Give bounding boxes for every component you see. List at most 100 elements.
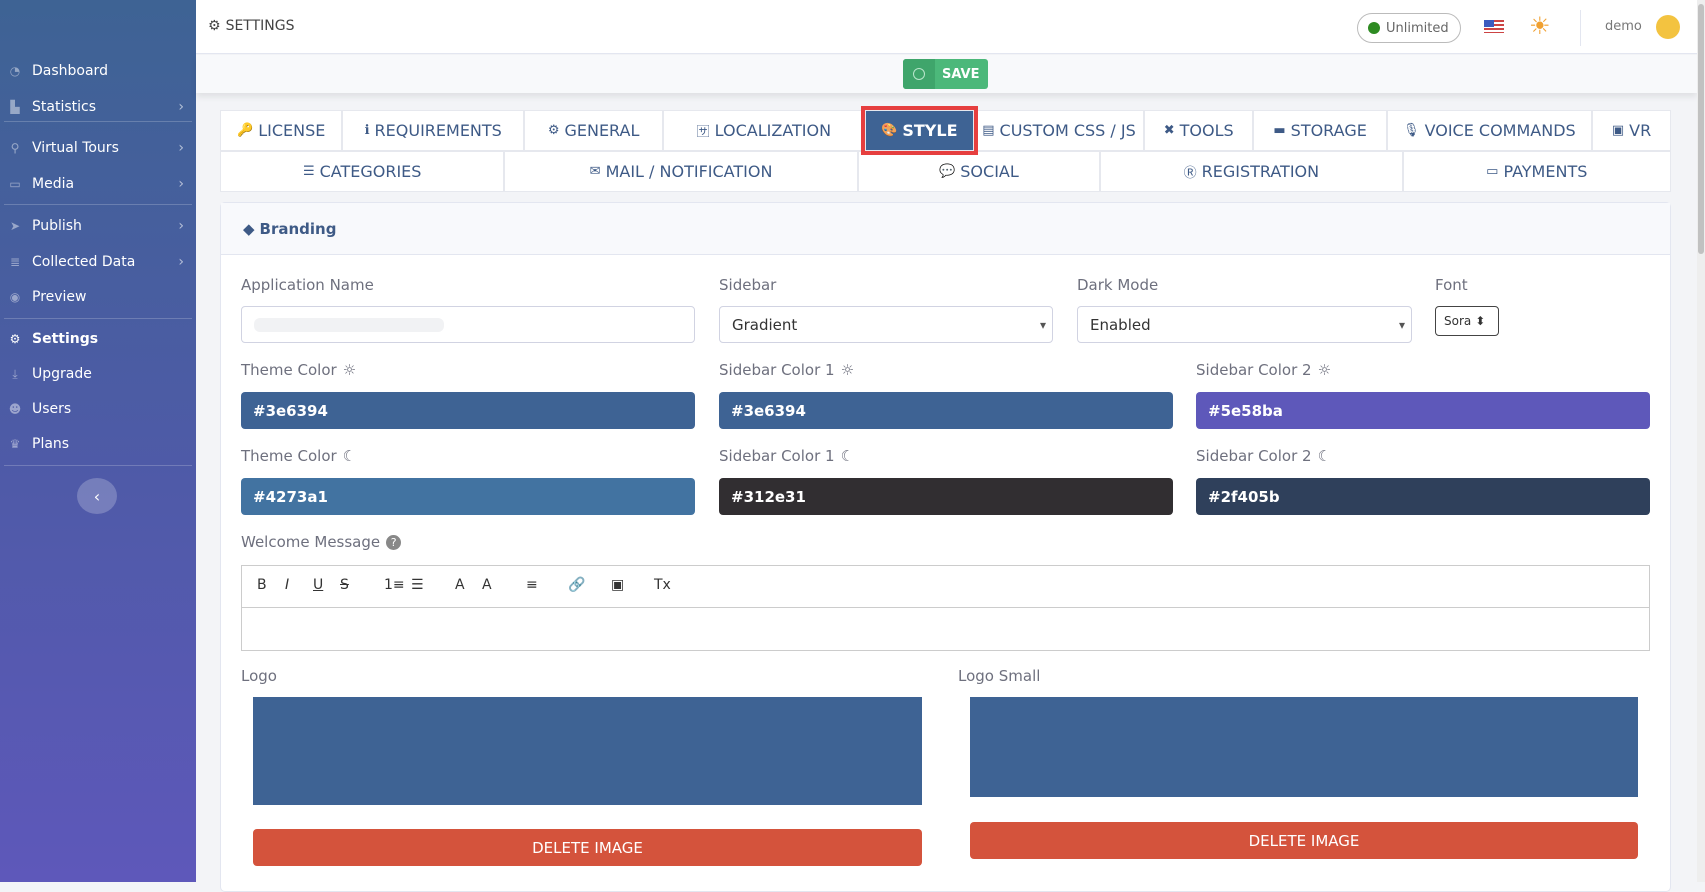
divider [1580,10,1581,46]
tab-payments[interactable]: ▭ PAYMENTS [1402,151,1671,192]
color-label: Sidebar Color 2 ☾ [1196,447,1332,465]
moon-icon: ☾ [840,447,855,465]
clear-format-icon[interactable]: Tx [654,577,671,593]
sun-icon: ☼ [1317,361,1332,379]
eye-icon: ◉ [9,290,21,304]
users-icon: ☻ [8,402,22,416]
sidebar-item-publish[interactable]: ➤ Publish › [0,211,196,241]
text-color-icon[interactable]: A [455,577,465,593]
welcome-editor[interactable] [241,565,1650,651]
sort-icon: ⬍ [1475,314,1486,328]
cogs-icon: ⚙ [9,332,21,346]
color-label: Sidebar Color 1 ☾ [719,447,855,465]
delete-logo-small-button[interactable]: DELETE IMAGE [970,822,1638,859]
tab-icon: 🔑 [237,123,254,138]
sidebar-select[interactable]: Gradient [719,306,1053,343]
tab-style[interactable]: 🎨 STYLE [860,106,979,155]
moon-icon: ☾ [1317,447,1332,465]
tab-custom-css-js[interactable]: ▤ CUSTOM CSS / JS [974,110,1144,151]
tab-social[interactable]: 💬 SOCIAL [857,151,1101,192]
sun-icon[interactable]: ☀ [1529,12,1551,40]
tab-localization[interactable]: 🈂 LOCALIZATION [663,110,865,151]
tab-license[interactable]: 🔑 LICENSE [220,110,343,151]
color-picker-input[interactable]: #5e58ba [1196,392,1650,429]
dashboard-icon: ◔ [9,64,21,78]
image-icon[interactable]: ▣ [611,577,625,593]
align-icon[interactable]: ≡ [526,577,538,593]
toggle-icon [903,59,935,89]
sidebar-item-label: Preview [32,289,87,305]
tab-icon: ▭ [1486,164,1499,179]
underline-icon[interactable]: U [313,577,324,593]
tab-general[interactable]: ⚙ GENERAL [524,110,664,151]
delete-logo-button[interactable]: DELETE IMAGE [253,829,922,866]
sidebar-item-users[interactable]: ☻ Users [0,394,196,424]
strikethrough-icon[interactable]: S [340,577,349,593]
chevron-right-icon: › [178,176,184,192]
tab-vr[interactable]: ▣ VR [1592,110,1671,151]
sun-icon: ☼ [342,361,357,379]
chevron-right-icon: › [178,254,184,270]
color-picker-input[interactable]: #4273a1 [241,478,695,515]
sidebar-item-virtual-tours[interactable]: ⚲ Virtual Tours › [0,133,196,163]
tab-mail-notification[interactable]: ✉ MAIL / NOTIFICATION [504,151,858,192]
chevron-right-icon: › [178,140,184,156]
link-icon[interactable]: 🔗 [568,577,586,593]
app-name-input[interactable] [241,306,695,343]
sidebar-label: Sidebar [719,276,777,294]
app-name-label: Application Name [241,276,374,294]
save-button[interactable]: SAVE [903,59,988,89]
sidebar-item-settings[interactable]: ⚙ Settings [0,324,196,354]
sidebar-item-preview[interactable]: ◉ Preview [0,282,196,312]
tab-requirements[interactable]: ℹ REQUIREMENTS [342,110,525,151]
username[interactable]: demo [1605,19,1642,34]
tab-registration[interactable]: Ⓡ REGISTRATION [1100,151,1403,192]
top-header: ⚙ SETTINGS Unlimited ☀ demo [196,0,1697,54]
sidebar-item-label: Plans [32,436,70,452]
scrollbar[interactable] [1697,0,1705,882]
color-picker-input[interactable]: #312e31 [719,478,1173,515]
sidebar-item-collected-data[interactable]: ≣ Collected Data › [0,247,196,277]
color-label: Sidebar Color 1 ☼ [719,361,855,379]
sidebar-item-upgrade[interactable]: ⤓ Upgrade [0,359,196,389]
paper-plane-icon: ➤ [9,219,21,233]
sun-icon: ☼ [840,361,855,379]
italic-icon[interactable]: I [285,577,290,593]
sidebar-item-plans[interactable]: ♛ Plans [0,429,196,459]
tab-storage[interactable]: ▬ STORAGE [1253,110,1387,151]
color-picker-input[interactable]: #3e6394 [719,392,1173,429]
tab-categories[interactable]: ☰ CATEGORIES [220,151,505,192]
tab-icon: Ⓡ [1183,166,1197,181]
tab-icon: ⚙ [547,123,560,138]
sidebar-item-label: Settings [32,331,99,347]
sidebar-item-statistics[interactable]: ▙ Statistics › [0,92,196,122]
cogs-icon: ⚙ [208,18,221,34]
sidebar-divider [4,465,192,466]
font-select[interactable]: Sora ⬍ [1435,306,1499,336]
tab-voice-commands[interactable]: 🎙 VOICE COMMANDS [1386,110,1593,151]
dark-mode-select[interactable]: Enabled [1077,306,1412,343]
tab-tools[interactable]: ✖ TOOLS [1143,110,1254,151]
sidebar-divider [4,204,192,205]
status-dot-icon [1368,22,1380,34]
bullet-list-icon[interactable]: ☰ [411,577,424,593]
help-icon[interactable]: ? [386,534,402,550]
bold-icon[interactable]: B [257,577,267,593]
dark-mode-label: Dark Mode [1077,276,1159,294]
collapse-sidebar-button[interactable]: ‹ [77,478,117,514]
color-picker-input[interactable]: #2f405b [1196,478,1650,515]
sidebar-divider [4,121,192,122]
us-flag-icon[interactable] [1484,20,1504,33]
sidebar-item-label: Publish [32,218,82,234]
chevron-right-icon: › [178,218,184,234]
avatar[interactable] [1656,15,1680,39]
sidebar-item-dashboard[interactable]: ◔ Dashboard [0,56,196,86]
plan-badge[interactable]: Unlimited [1357,13,1461,43]
ordered-list-icon[interactable]: 1≡ [384,577,405,593]
logo-image [253,697,922,805]
background-color-icon[interactable]: A [482,577,492,593]
crown-icon: ♛ [9,437,21,451]
color-picker-input[interactable]: #3e6394 [241,392,695,429]
monitor-icon: ▭ [9,177,21,191]
sidebar-item-media[interactable]: ▭ Media › [0,169,196,199]
